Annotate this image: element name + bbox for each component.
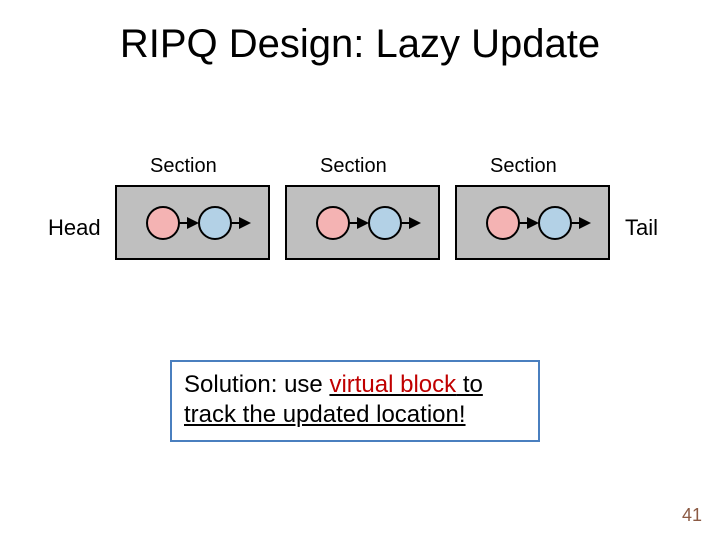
page-number: 41 [682,505,702,526]
section-box-3 [455,185,610,260]
section-label-3: Section [490,155,557,178]
section-box-2 [285,185,440,260]
solution-prefix: Solution: use [184,371,329,398]
solution-suffix1: to [456,371,483,398]
section-label-1: Section [150,155,217,178]
tail-label: Tail [625,215,658,241]
solution-line2: track the updated location! [184,401,466,428]
head-label: Head [48,215,101,241]
solution-virtual: virtual block [329,371,456,398]
section-label-2: Section [320,155,387,178]
section-box-1 [115,185,270,260]
solution-callout: Solution: use virtual block to track the… [170,360,540,442]
slide-title: RIPQ Design: Lazy Update [0,22,720,67]
